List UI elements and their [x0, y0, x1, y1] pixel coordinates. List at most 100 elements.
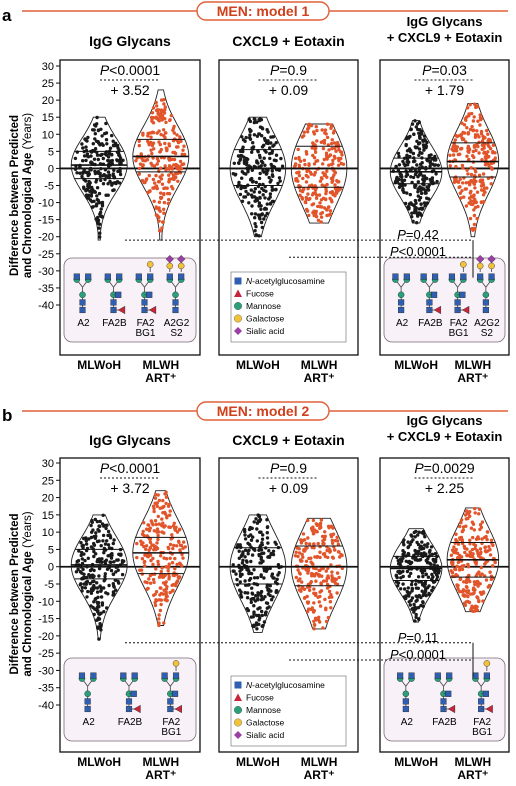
data-point [253, 222, 257, 226]
data-point [298, 189, 303, 193]
subplot-title-line2: + CXCL9 + Eotaxin [387, 30, 503, 45]
data-point [103, 168, 108, 172]
data-point [114, 565, 118, 569]
x-category-label: MLWH [142, 358, 179, 372]
data-point [119, 552, 123, 556]
data-point [169, 113, 174, 118]
data-point [329, 141, 334, 146]
data-point [94, 124, 98, 128]
data-point [336, 539, 340, 543]
data-point [149, 115, 154, 120]
data-point [427, 197, 431, 201]
data-point [141, 529, 145, 534]
comparison-p-value: P=0.42 [397, 227, 439, 242]
data-point [472, 182, 477, 186]
panel-letter: b [2, 406, 12, 425]
violin-mlwoh [389, 120, 443, 224]
x-category-label: MLWoH [394, 755, 438, 769]
data-point [333, 183, 337, 187]
data-point [243, 139, 247, 143]
legend-label: Fucose [246, 693, 274, 703]
data-point [305, 567, 310, 571]
sialic-acid-icon [487, 254, 496, 264]
glycan-inset [63, 257, 197, 343]
data-point [300, 552, 304, 557]
data-point [257, 190, 262, 194]
data-point [243, 533, 247, 537]
data-point [311, 211, 315, 215]
data-point [266, 139, 270, 143]
y-tick-label: -25 [38, 249, 54, 261]
glcnac-icon [234, 681, 242, 689]
data-point [464, 181, 468, 185]
data-point [167, 502, 171, 507]
data-point [157, 200, 162, 204]
data-point [477, 151, 481, 155]
violin-mlwoh [229, 514, 287, 633]
plot-frame [379, 457, 510, 753]
data-point [482, 150, 487, 154]
mean-difference: + 3.52 [110, 82, 150, 98]
data-point [472, 528, 476, 532]
data-point [399, 587, 403, 591]
data-point [467, 600, 472, 605]
data-point [106, 182, 110, 186]
data-point [140, 532, 145, 536]
data-point [248, 119, 253, 124]
data-point [489, 577, 493, 582]
data-point [412, 610, 416, 614]
data-point [475, 216, 479, 221]
data-point [159, 196, 164, 200]
data-point [158, 573, 163, 577]
data-point [97, 617, 102, 621]
data-point [315, 530, 319, 534]
data-point [141, 163, 145, 167]
data-point [421, 593, 425, 598]
data-point [255, 627, 259, 631]
data-point [421, 574, 425, 579]
data-point [436, 163, 440, 167]
data-point [297, 571, 302, 575]
data-point [257, 234, 261, 238]
data-point [435, 575, 440, 579]
data-point [262, 207, 267, 211]
data-point [110, 183, 114, 187]
data-point [431, 585, 435, 590]
data-point [483, 163, 488, 167]
legend-italic: N [246, 276, 253, 286]
glycan-label: A2 [401, 717, 414, 728]
data-point [78, 171, 82, 175]
glcnac-icon [178, 273, 185, 280]
data-point [95, 581, 99, 585]
data-point [179, 543, 184, 548]
data-point [238, 158, 242, 162]
data-point [325, 157, 329, 161]
data-point [154, 598, 158, 602]
data-point [168, 590, 172, 595]
data-point [422, 145, 426, 149]
data-point [428, 548, 432, 553]
data-point [398, 561, 402, 566]
data-point [301, 176, 305, 181]
data-point [82, 536, 86, 541]
mannose-icon [234, 302, 242, 310]
data-point [255, 613, 259, 618]
data-point [157, 108, 161, 112]
data-point [311, 532, 316, 536]
data-point [302, 187, 306, 191]
data-point [157, 169, 161, 173]
data-point [151, 130, 155, 134]
data-point [309, 580, 313, 584]
data-point [410, 122, 415, 126]
data-point [321, 162, 325, 166]
glcnac-icon [460, 273, 467, 280]
data-point [414, 615, 418, 619]
violin-mlwoh [70, 116, 128, 241]
data-point [112, 188, 116, 192]
p-rest: =0.9 [279, 62, 307, 78]
data-point [96, 215, 100, 220]
data-point [250, 176, 254, 181]
data-point [417, 212, 422, 216]
data-point [426, 575, 431, 579]
data-point [307, 588, 312, 592]
